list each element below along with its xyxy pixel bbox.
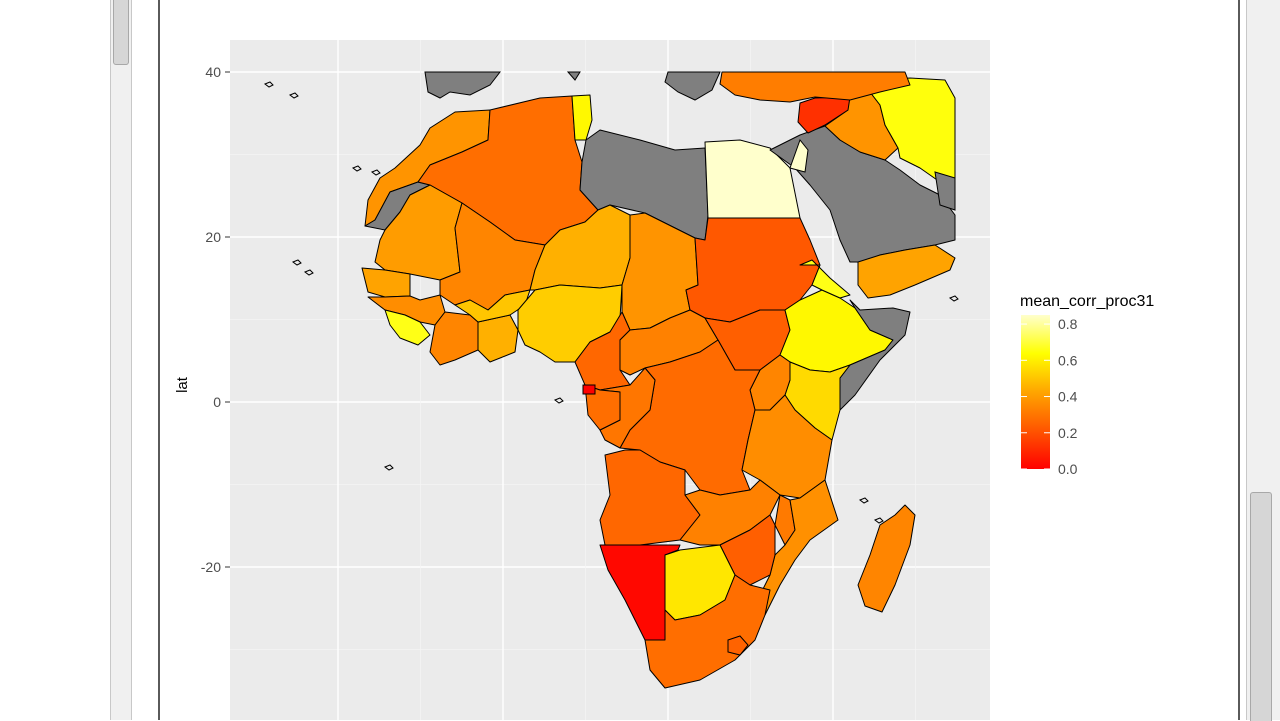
island [873, 517, 884, 524]
country-tunisia [571, 94, 593, 141]
right-scrollbar-thumb[interactable] [1250, 492, 1272, 721]
island [370, 169, 381, 176]
country-eritrea [799, 259, 851, 299]
y-tick-label: 20 [205, 229, 221, 245]
country-equatorial-guinea [582, 384, 596, 395]
grey-landmass [566, 71, 581, 81]
y-tick-label: 40 [205, 64, 221, 80]
legend-tick-label: 0.6 [1058, 352, 1078, 368]
country-senegal [361, 267, 411, 298]
island [553, 397, 564, 404]
y-axis: 40 20 0 -20 [201, 64, 230, 575]
country-sierra-leone [384, 309, 431, 346]
island [948, 295, 959, 302]
grey-landmass [934, 171, 956, 211]
left-scrollbar-thumb[interactable] [113, 0, 129, 65]
grey-landmass [664, 71, 721, 101]
island [383, 464, 394, 471]
legend-tick-label: 0.2 [1058, 425, 1078, 441]
country-south-africa [644, 574, 771, 689]
y-axis-label: lat [174, 376, 191, 393]
grey-landmass [424, 71, 502, 99]
country-lesotho [727, 635, 749, 656]
legend-colorbar [1021, 315, 1050, 469]
island [303, 269, 314, 276]
island [858, 497, 869, 504]
y-tick-label: -20 [201, 559, 221, 575]
country-madagascar [857, 504, 916, 613]
island [288, 92, 299, 99]
country-gabon [584, 384, 621, 431]
plot-pane-right-border [1238, 0, 1240, 720]
left-scrollbar-track[interactable] [110, 0, 132, 720]
legend: mean_corr_proc31 0.8 0.6 0.4 0.2 0.0 [1020, 293, 1154, 477]
country-shapes [263, 71, 959, 689]
legend-tick-label: 0.0 [1058, 461, 1078, 477]
plot-pane-left-border [158, 0, 160, 720]
legend-tick-label: 0.4 [1058, 389, 1078, 405]
country-yemen [857, 244, 956, 299]
island [351, 165, 362, 172]
y-tick-label: 0 [213, 394, 221, 410]
island [263, 81, 274, 88]
legend-tick-label: 0.8 [1058, 316, 1078, 332]
sinai-peninsula [789, 138, 809, 173]
island [291, 259, 302, 266]
legend-title: mean_corr_proc31 [1020, 293, 1154, 310]
country-mozambique [754, 479, 839, 616]
country-turkey [719, 71, 911, 103]
country-burkina-faso [454, 289, 531, 323]
